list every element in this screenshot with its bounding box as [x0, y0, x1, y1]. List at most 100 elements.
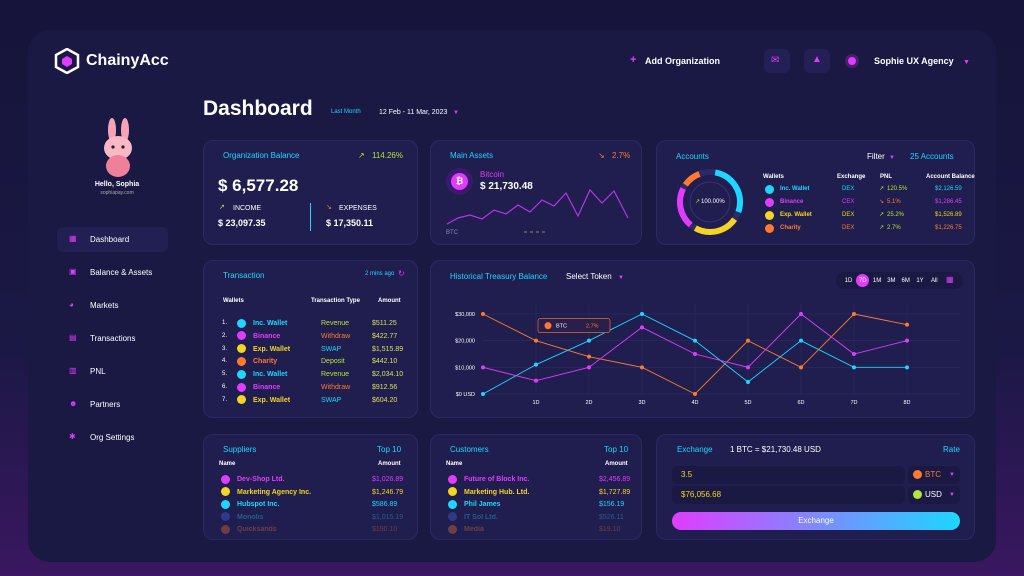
nav-item[interactable]: Org Settings	[90, 433, 135, 442]
nav-item[interactable]: Transactions	[90, 334, 136, 343]
icon	[448, 512, 457, 522]
range[interactable]: 7D	[858, 278, 867, 284]
icon	[221, 524, 230, 534]
card-title: Exchange	[677, 445, 713, 454]
bell-button[interactable]: ▲	[804, 49, 830, 73]
top[interactable]: Top 10	[377, 445, 402, 454]
expenses-label: EXPENSES	[339, 205, 377, 212]
range[interactable]: 3M	[887, 278, 896, 284]
range-active	[856, 274, 870, 287]
point	[481, 312, 485, 316]
wallet: Exp. Wallet	[253, 396, 291, 404]
wallet: Binance	[253, 384, 281, 391]
nav-item[interactable]: Markets	[90, 301, 119, 310]
x-tick-label: 4D	[691, 400, 698, 406]
sparkline-label: BTC	[446, 230, 458, 236]
nav-item[interactable]: PNL	[90, 367, 106, 376]
agency-avatar	[845, 54, 859, 68]
icon	[221, 474, 230, 484]
wallet: Charity	[780, 225, 801, 231]
period[interactable]: Last Month	[331, 109, 361, 115]
column-header: Name	[219, 461, 236, 467]
wallet: Inc. Wallet	[253, 320, 288, 327]
greeting: Hello, Sophia	[94, 181, 140, 188]
rate-text: 1 BTC = $21,730.48 USD	[730, 445, 821, 454]
row-number: 3.	[222, 345, 228, 352]
amount: $604.20	[372, 396, 398, 404]
change: 2.7%	[612, 151, 631, 160]
point	[640, 312, 644, 316]
icon	[765, 198, 774, 207]
nav-item[interactable]: Partners	[90, 400, 121, 409]
nav-icon: ☻	[69, 399, 78, 408]
brand: ChainyAcc	[86, 52, 169, 69]
name: Monolis	[237, 513, 264, 521]
name: Media	[464, 526, 484, 534]
wallet: Binance	[780, 199, 804, 205]
page-title: Dashboard	[203, 97, 313, 120]
row-number: 2.	[222, 332, 228, 339]
point	[905, 365, 909, 370]
card-title: Customers	[450, 445, 489, 454]
x-tick-label: 1D	[532, 400, 539, 406]
range[interactable]: 1M	[872, 278, 882, 284]
nav-icon: ▥	[69, 366, 77, 375]
icon	[221, 499, 230, 509]
icon	[765, 211, 774, 220]
date-range[interactable]: 12 Feb - 11 Mar, 2023	[379, 109, 448, 116]
point	[799, 365, 803, 370]
filter[interactable]: Filter	[867, 152, 885, 161]
nav-icon: ▣	[69, 267, 77, 276]
agency-name[interactable]: Sophie UX Agency	[874, 56, 954, 66]
from: BTC	[925, 470, 941, 479]
amount: 3.5	[681, 470, 693, 479]
exchange: DEX	[842, 212, 855, 218]
nav-item[interactable]: Dashboard	[90, 235, 130, 244]
pager[interactable]	[524, 231, 546, 233]
range[interactable]: All	[930, 278, 938, 284]
row-number: 7.	[222, 396, 228, 403]
transaction-type: Revenue	[321, 371, 350, 379]
range[interactable]: 6M	[901, 278, 910, 284]
nav-item[interactable]: Balance & Assets	[90, 268, 153, 277]
tooltip-name: BTC	[556, 324, 567, 330]
point	[534, 362, 538, 367]
token-select[interactable]: Select Token	[566, 272, 612, 281]
amount: $1,515.89	[372, 345, 404, 353]
transaction-type: Revenue	[321, 320, 350, 327]
amount: $190.10	[372, 526, 398, 534]
transaction-type: Deposit	[321, 358, 345, 366]
to-select[interactable]: USD ▼	[908, 486, 960, 504]
nav-icon: ▦	[69, 234, 77, 243]
range[interactable]: 1Y	[916, 278, 924, 284]
mail-button[interactable]: ✉	[764, 49, 790, 73]
updated: 2 mins ago	[365, 271, 395, 277]
trend: ↗	[879, 212, 885, 218]
transaction-type: SWAP	[321, 345, 342, 353]
x-tick-label: 3D	[638, 400, 645, 406]
trend-down: ↘	[326, 204, 332, 211]
column-header: PNL	[880, 174, 892, 180]
nav-active	[57, 227, 168, 252]
card-title: Suppliers	[223, 445, 257, 454]
exchange-button[interactable]: Exchange	[672, 512, 960, 530]
from-select[interactable]: BTC ▼	[908, 466, 960, 484]
icon	[765, 224, 774, 233]
column-header: Account Balance	[926, 174, 975, 180]
point	[852, 365, 856, 370]
icon	[237, 356, 246, 366]
rate[interactable]: Rate	[943, 445, 960, 454]
result-input[interactable]: $76,056.68	[672, 486, 905, 504]
to: USD	[925, 490, 942, 499]
refresh[interactable]: ↻	[398, 269, 405, 278]
point	[640, 365, 644, 370]
x-tick-label: 7D	[850, 400, 857, 406]
account-balance: $1,286.45	[935, 199, 962, 205]
amount: $2,034.10	[372, 371, 404, 379]
account-count[interactable]: 25 Accounts	[910, 152, 954, 161]
range[interactable]: 1D	[844, 278, 853, 284]
sparkline	[446, 188, 629, 225]
top[interactable]: Top 10	[604, 445, 629, 454]
add-organization[interactable]: Add Organization	[645, 56, 720, 66]
amount-input[interactable]: 3.5	[672, 466, 905, 484]
